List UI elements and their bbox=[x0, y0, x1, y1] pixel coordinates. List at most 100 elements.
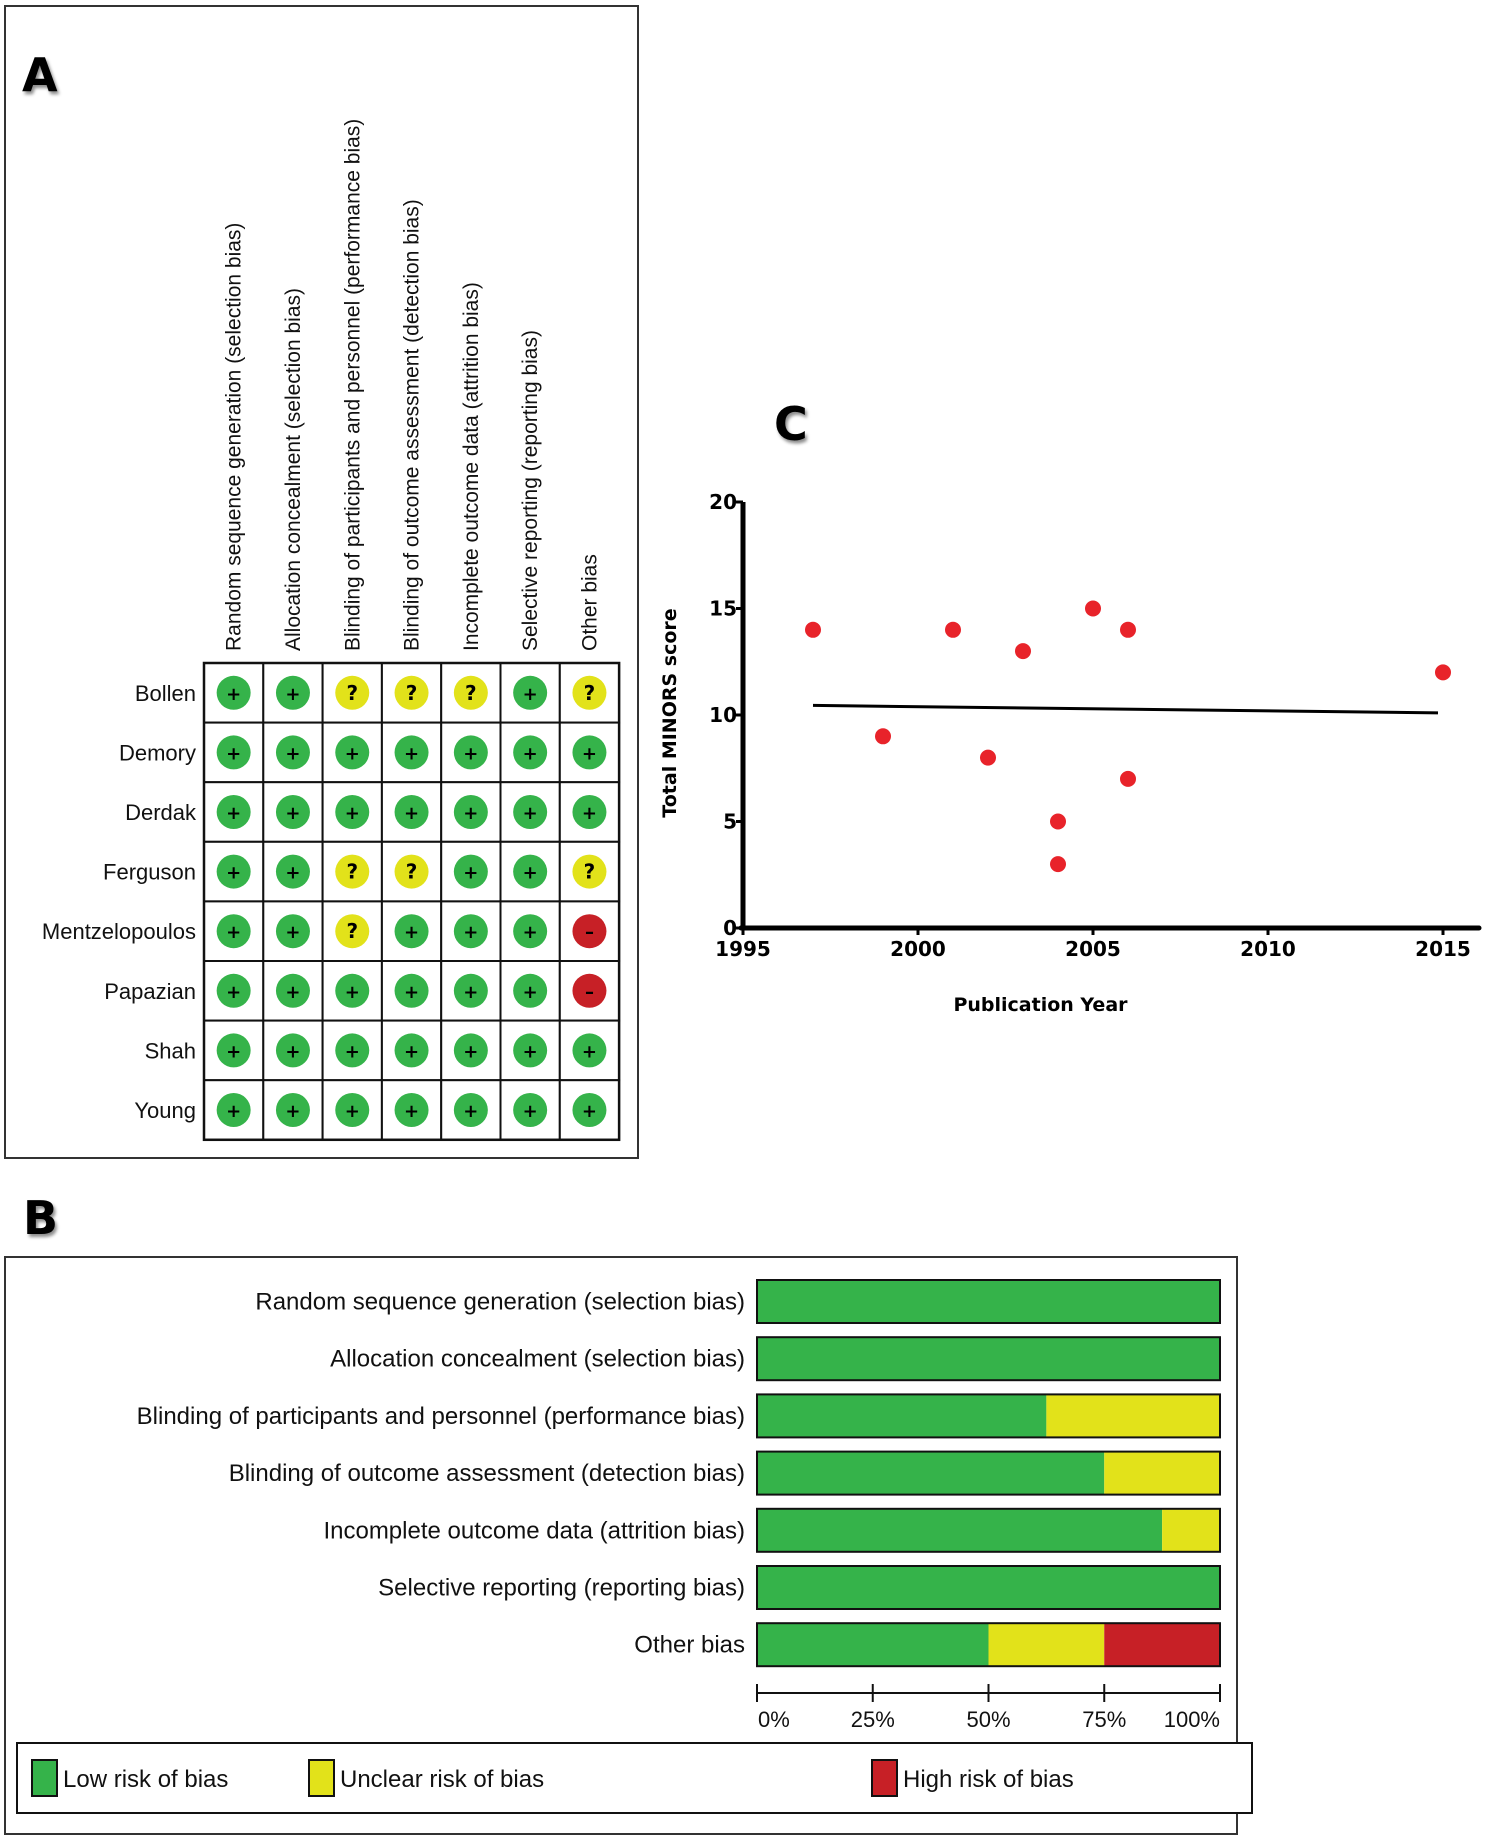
minors-scatter-plot: 0 5 10 15 20 1995 2000 2005 2010 2015 Publication … bbox=[659, 490, 1482, 1016]
risk-symbol: + bbox=[285, 1101, 300, 1122]
risk-unclear-icon bbox=[335, 914, 370, 949]
risk-unclear-icon bbox=[335, 854, 370, 889]
risk-symbol: + bbox=[226, 743, 241, 764]
panel-b-frame bbox=[4, 1256, 1238, 1835]
study-label: Demory bbox=[119, 740, 196, 765]
scatter-point bbox=[1015, 643, 1031, 660]
risk-low-icon bbox=[216, 675, 251, 710]
legend-swatch-high bbox=[871, 1759, 898, 1797]
risk-low-icon bbox=[453, 973, 488, 1008]
risk-low-icon bbox=[513, 735, 548, 770]
bar-segment-low bbox=[757, 1280, 1220, 1323]
risk-low-icon bbox=[394, 973, 429, 1008]
risk-low-icon bbox=[275, 735, 310, 770]
bar-segment-low bbox=[757, 1337, 1220, 1381]
risk-symbol: + bbox=[345, 1101, 360, 1122]
study-label: Bollen bbox=[135, 681, 196, 706]
bar-segment-unclear bbox=[1162, 1508, 1220, 1552]
bar-segment-low bbox=[757, 1394, 1047, 1438]
risk-low-icon bbox=[335, 1033, 370, 1068]
panel-b-letter: B bbox=[23, 1191, 59, 1245]
risk-symbol: + bbox=[226, 1041, 241, 1062]
risk-symbol: + bbox=[404, 1101, 419, 1122]
risk-symbol: + bbox=[285, 982, 300, 1003]
bar-segment-unclear bbox=[1046, 1394, 1220, 1438]
risk-low-icon bbox=[216, 735, 251, 770]
risk-symbol: + bbox=[523, 863, 538, 884]
x-tick-label: 1995 bbox=[715, 937, 771, 961]
bar-outline bbox=[756, 1450, 1221, 1496]
scatter-point bbox=[805, 621, 821, 638]
risk-symbol: + bbox=[285, 743, 300, 764]
risk-low-icon bbox=[394, 795, 429, 829]
study-label: Young bbox=[134, 1098, 196, 1123]
x-tick-label: 100% bbox=[1164, 1707, 1220, 1732]
risk-of-bias-graph: Random sequence generation (selection bi… bbox=[16, 1279, 1253, 1814]
risk-symbol: ? bbox=[584, 860, 596, 884]
risk-symbol: ? bbox=[465, 681, 477, 705]
legend-swatch-unclear bbox=[308, 1759, 335, 1797]
risk-symbol: ? bbox=[346, 860, 358, 884]
risk-low-icon bbox=[513, 1093, 548, 1127]
risk-low-icon bbox=[513, 1033, 548, 1068]
risk-unclear-icon bbox=[394, 854, 429, 889]
bar-category-label: Other bias bbox=[634, 1632, 745, 1659]
risk-symbol: + bbox=[463, 743, 478, 764]
risk-symbol: + bbox=[523, 803, 538, 824]
risk-symbol: + bbox=[226, 863, 241, 884]
x-tick-label: 2010 bbox=[1240, 937, 1296, 961]
risk-symbol: + bbox=[345, 743, 360, 764]
bar-category-label: Selective reporting (reporting bias) bbox=[378, 1575, 745, 1602]
study-label: Ferguson bbox=[103, 860, 196, 885]
risk-symbol: ? bbox=[406, 681, 418, 705]
risk-low-icon bbox=[513, 795, 548, 829]
bar-segment-low bbox=[757, 1623, 989, 1667]
risk-symbol: ? bbox=[406, 860, 418, 884]
risk-symbol: + bbox=[523, 1101, 538, 1122]
risk-unclear-icon bbox=[394, 675, 429, 710]
bar-outline bbox=[756, 1507, 1221, 1553]
risk-symbol: + bbox=[523, 982, 538, 1003]
x-axis-title: Publication Year bbox=[953, 994, 1128, 1016]
risk-unclear-icon bbox=[453, 675, 488, 710]
risk-low-icon bbox=[453, 854, 488, 889]
risk-low-icon bbox=[394, 735, 429, 770]
column-header: Incomplete outcome data (attrition bias) bbox=[460, 282, 483, 651]
bar-segment-unclear bbox=[1104, 1451, 1220, 1495]
risk-of-bias-summary: Random sequence generation (selection bi… bbox=[42, 119, 621, 1142]
risk-symbol: + bbox=[285, 1041, 300, 1062]
risk-symbol: – bbox=[585, 922, 594, 943]
x-tick-label: 2005 bbox=[1065, 937, 1121, 961]
risk-low-icon bbox=[453, 914, 488, 949]
risk-symbol: ? bbox=[346, 919, 358, 943]
study-label: Derdak bbox=[125, 800, 197, 825]
scatter-point bbox=[1050, 856, 1066, 873]
risk-low-icon bbox=[335, 1093, 370, 1127]
risk-symbol: + bbox=[404, 982, 419, 1003]
bar-category-label: Blinding of participants and personnel (… bbox=[137, 1403, 745, 1430]
panel-c-letter: C bbox=[774, 397, 808, 451]
risk-low-icon bbox=[513, 675, 548, 710]
risk-low-icon bbox=[513, 854, 548, 889]
legend-box bbox=[16, 1742, 1253, 1814]
legend-label: High risk of bias bbox=[903, 1766, 1074, 1793]
x-tick-label: 50% bbox=[966, 1707, 1010, 1732]
grid-cell bbox=[203, 721, 265, 784]
risk-high-icon bbox=[572, 973, 607, 1008]
column-header: Blinding of outcome assessment (detectio… bbox=[401, 199, 424, 651]
scatter-point bbox=[1120, 770, 1136, 787]
bar-category-label: Random sequence generation (selection bi… bbox=[255, 1289, 745, 1316]
risk-symbol: + bbox=[463, 982, 478, 1003]
summary-grid-border bbox=[202, 661, 621, 1142]
bar-segment-high bbox=[1104, 1623, 1220, 1667]
y-tick-label: 15 bbox=[709, 597, 737, 621]
risk-low-icon bbox=[513, 973, 548, 1008]
risk-symbol: + bbox=[523, 743, 538, 764]
risk-symbol: + bbox=[582, 803, 597, 824]
scatter-point bbox=[1120, 621, 1136, 638]
x-tick-label: 75% bbox=[1082, 1707, 1126, 1732]
risk-symbol: + bbox=[404, 1041, 419, 1062]
risk-high-icon bbox=[572, 914, 607, 949]
panel-a-letter: A bbox=[22, 48, 58, 102]
